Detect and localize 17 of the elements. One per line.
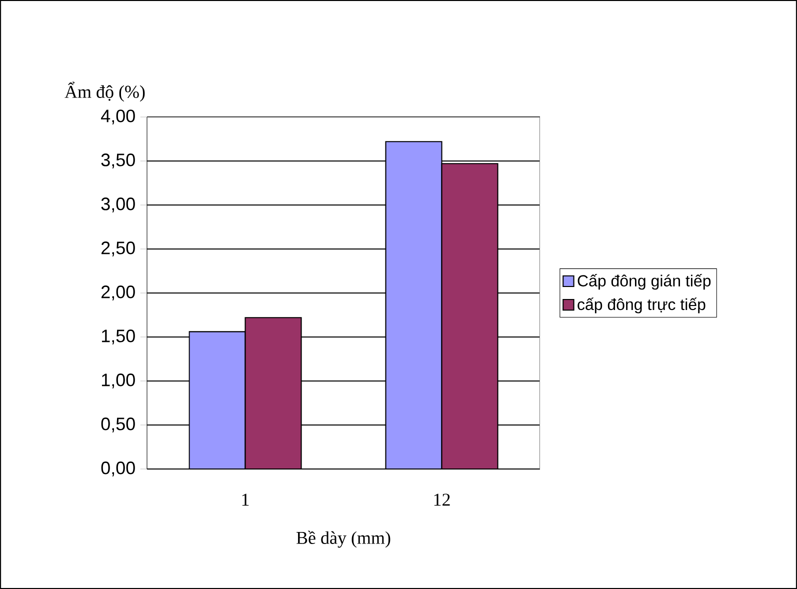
x-axis-title: Bề dày (mm): [296, 530, 390, 548]
x-tick-label: 12: [434, 494, 450, 506]
y-tick-label: 4,00: [101, 110, 135, 124]
legend-label: cấp đông trực tiếp: [578, 298, 706, 314]
y-tick-label: 1,00: [102, 374, 135, 388]
bar: [244, 317, 302, 469]
y-axis-title: Ẩm độ (%): [64, 82, 145, 102]
y-tick-label: 0,50: [101, 418, 135, 432]
y-tick-label: 3,00: [101, 198, 135, 212]
y-tick-label: 3,50: [101, 154, 135, 168]
legend-label: Cấp đông gián tiếp: [578, 274, 711, 290]
y-tick-label: 2,00: [101, 286, 135, 300]
bar: [441, 163, 498, 469]
x-tick-label: 1: [242, 494, 249, 506]
y-tick-label: 1,50: [102, 330, 135, 344]
y-tick-label: 0,00: [101, 462, 135, 476]
y-tick-label: 2,50: [101, 242, 135, 256]
